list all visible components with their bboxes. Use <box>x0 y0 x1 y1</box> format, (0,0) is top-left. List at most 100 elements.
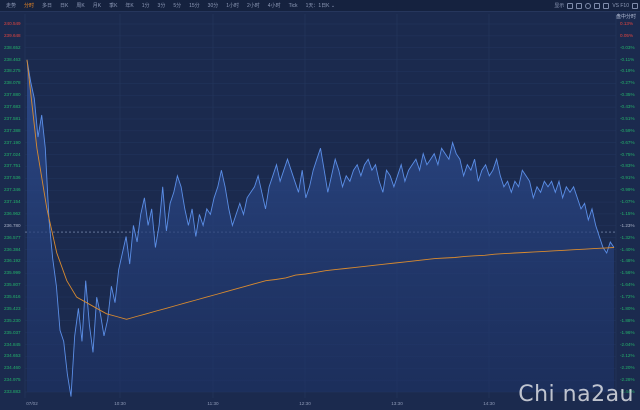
price-tick-21: 235.999 <box>4 270 21 276</box>
time-tick-5: 14:30 <box>483 401 495 406</box>
percent-tick-29: -2.20% <box>620 365 635 371</box>
price-tick-25: 235.230 <box>4 317 21 323</box>
percent-axis: 0.13% 0.05% -0.03% -0.11% -0.19% -0.27% -0.35%… <box>616 0 640 410</box>
price-tick-16: 236.962 <box>4 210 21 216</box>
percent-tick-21: -1.56% <box>620 270 635 276</box>
price-tick-31: 233.883 <box>4 389 21 394</box>
price-area <box>27 59 614 397</box>
price-line <box>26 59 615 397</box>
time-tick-1: 10:30 <box>114 401 126 406</box>
price-tick-22: 235.807 <box>4 282 21 288</box>
price-tick-9: 237.388 <box>4 127 21 133</box>
percent-tick-3: -0.11% <box>620 56 635 62</box>
percent-tick-7: -0.43% <box>620 104 635 110</box>
camera-icon[interactable] <box>585 3 592 9</box>
chart-subtitle: 盘中分时 <box>615 14 636 20</box>
price-tick-1: 239.648 <box>4 32 21 38</box>
percent-tick-0: 0.13% <box>620 21 634 26</box>
grid-icon[interactable] <box>594 3 601 9</box>
price-tick-18: 236.577 <box>4 234 21 240</box>
tab-7[interactable]: 年K <box>125 2 134 9</box>
price-tick-6: 237.880 <box>4 92 21 98</box>
time-tick-4: 13:30 <box>391 401 403 406</box>
time-tick-3: 12:30 <box>299 401 311 406</box>
price-tick-28: 234.653 <box>4 353 21 359</box>
layout-icon[interactable] <box>576 3 583 9</box>
tab-16[interactable]: Tick <box>288 2 298 9</box>
tab-9[interactable]: 3分 <box>157 2 166 9</box>
price-tick-27: 234.845 <box>4 341 21 347</box>
tab-10[interactable]: 5分 <box>173 2 182 9</box>
tab-8[interactable]: 1分 <box>141 2 150 9</box>
period-tabs: 走势 分时 多日 日K 周K 月K 季K 年K 1分 3分 5分 15分 30分 1小时 2小时 4小时 Tic… <box>0 0 339 12</box>
price-tick-15: 237.154 <box>4 199 21 205</box>
percent-tick-4: -0.19% <box>620 68 635 74</box>
display-menu-label[interactable]: 显示 <box>554 3 565 9</box>
price-tick-19: 236.384 <box>4 246 21 252</box>
tab-11[interactable]: 15分 <box>189 2 200 9</box>
percent-tick-9: -0.59% <box>620 127 635 133</box>
price-tick-2: 238.652 <box>4 44 21 50</box>
price-tick-3: 238.463 <box>4 56 21 62</box>
percent-tick-8: -0.51% <box>620 115 635 121</box>
percent-tick-13: -0.91% <box>620 175 635 181</box>
price-tick-23: 235.616 <box>4 294 21 300</box>
percent-tick-19: -1.40% <box>620 246 635 252</box>
percent-tick-15: -1.07% <box>620 199 635 205</box>
time-tick-0: 07/02 <box>26 401 38 406</box>
price-tick-8: 237.581 <box>4 115 21 121</box>
tab-13[interactable]: 1小时 <box>226 2 240 9</box>
expand-icon[interactable] <box>632 3 638 9</box>
price-tick-10: 237.190 <box>4 139 21 145</box>
percent-tick-24: -1.80% <box>620 305 635 311</box>
price-tick-29: 234.460 <box>4 365 21 371</box>
tab-15[interactable]: 4小时 <box>267 2 281 9</box>
percent-tick-6: -0.35% <box>620 92 635 98</box>
settings-icon[interactable] <box>567 3 574 9</box>
tab-17[interactable]: 1天：1日K ⌄ <box>305 2 336 9</box>
percent-tick-2: -0.03% <box>620 44 635 50</box>
price-tick-17: 236.780 <box>4 222 21 228</box>
percent-tick-14: -0.99% <box>620 187 635 193</box>
price-tick-24: 235.423 <box>4 305 21 311</box>
percent-tick-20: -1.48% <box>620 258 635 264</box>
percent-tick-17: -1.23% <box>620 222 635 228</box>
percent-tick-12: -0.83% <box>620 163 635 169</box>
percent-tick-26: -1.96% <box>620 329 635 335</box>
price-tick-0: 240.549 <box>4 21 21 26</box>
tab-3[interactable]: 日K <box>60 2 69 9</box>
watermark: Chi na2au <box>518 382 634 407</box>
percent-tick-31: -2.44% <box>620 389 635 394</box>
fullscreen-icon[interactable] <box>603 3 610 9</box>
percent-tick-28: -2.12% <box>620 353 635 359</box>
percent-tick-22: -1.64% <box>620 282 635 288</box>
tab-14[interactable]: 2小时 <box>247 2 260 9</box>
tab-6[interactable]: 季K <box>109 2 118 9</box>
percent-tick-10: -0.67% <box>620 139 635 145</box>
price-tick-12: 237.751 <box>4 163 21 169</box>
price-tick-4: 238.275 <box>4 68 21 74</box>
price-tick-13: 237.536 <box>4 175 21 181</box>
tab-1[interactable]: 分时 <box>24 2 35 9</box>
price-tick-7: 237.683 <box>4 104 21 110</box>
tab-5[interactable]: 月K <box>92 2 102 9</box>
percent-tick-30: -2.28% <box>620 377 635 383</box>
percent-tick-16: -1.15% <box>620 210 635 216</box>
percent-tick-11: -0.75% <box>620 151 635 157</box>
price-tick-26: 235.037 <box>4 329 21 335</box>
percent-tick-5: -0.27% <box>620 80 635 86</box>
price-tick-30: 234.975 <box>4 377 21 383</box>
price-tick-11: 237.024 <box>4 151 21 157</box>
percent-tick-1: 0.05% <box>620 32 634 38</box>
price-tick-20: 236.192 <box>4 258 21 264</box>
price-tick-5: 238.078 <box>4 80 21 86</box>
tab-12[interactable]: 30分 <box>207 2 219 9</box>
vs-f10-button[interactable]: VS F10 <box>612 3 629 9</box>
tab-2[interactable]: 多日 <box>42 2 53 9</box>
time-tick-2: 11:30 <box>207 401 219 406</box>
toolbar-tools: 显示 VS F10 <box>554 0 638 12</box>
tab-0[interactable]: 走势 <box>6 2 17 9</box>
average-line <box>26 59 615 320</box>
tab-4[interactable]: 周K <box>76 2 85 9</box>
